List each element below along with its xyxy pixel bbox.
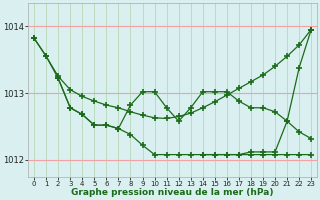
X-axis label: Graphe pression niveau de la mer (hPa): Graphe pression niveau de la mer (hPa): [71, 188, 274, 197]
